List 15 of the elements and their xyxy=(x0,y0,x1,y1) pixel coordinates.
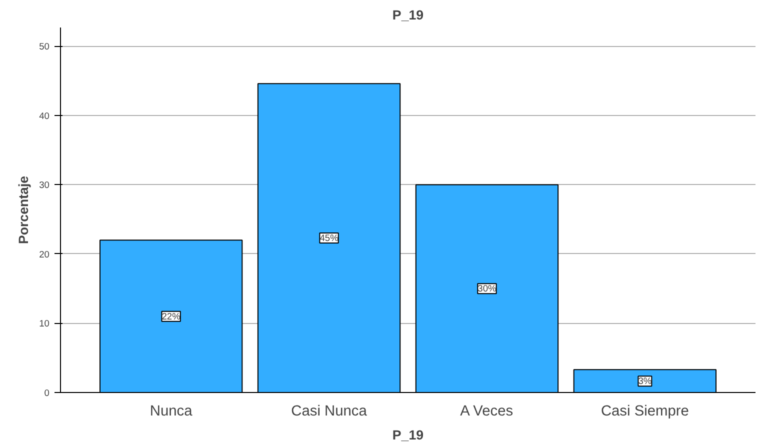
y-tick-label: 20 xyxy=(39,249,50,260)
chart-title: P_19 xyxy=(392,8,424,22)
data-label: 30% xyxy=(478,284,496,294)
x-tick-label: Nunca xyxy=(150,404,194,420)
x-tick-label: Casi Nunca xyxy=(291,404,368,420)
x-axis-title: P_19 xyxy=(392,428,424,442)
y-tick-label: 10 xyxy=(39,318,50,329)
data-label: 45% xyxy=(320,233,338,244)
y-tick-label: 50 xyxy=(39,42,50,52)
x-tick-label: A Veces xyxy=(460,404,514,420)
y-tick-label: 0 xyxy=(44,388,50,398)
y-tick-label: 30 xyxy=(39,180,50,190)
y-tick-label: 40 xyxy=(39,110,50,121)
y-axis-title: Porcentaje xyxy=(16,176,32,244)
x-tick-label: Casi Siempre xyxy=(600,404,689,420)
